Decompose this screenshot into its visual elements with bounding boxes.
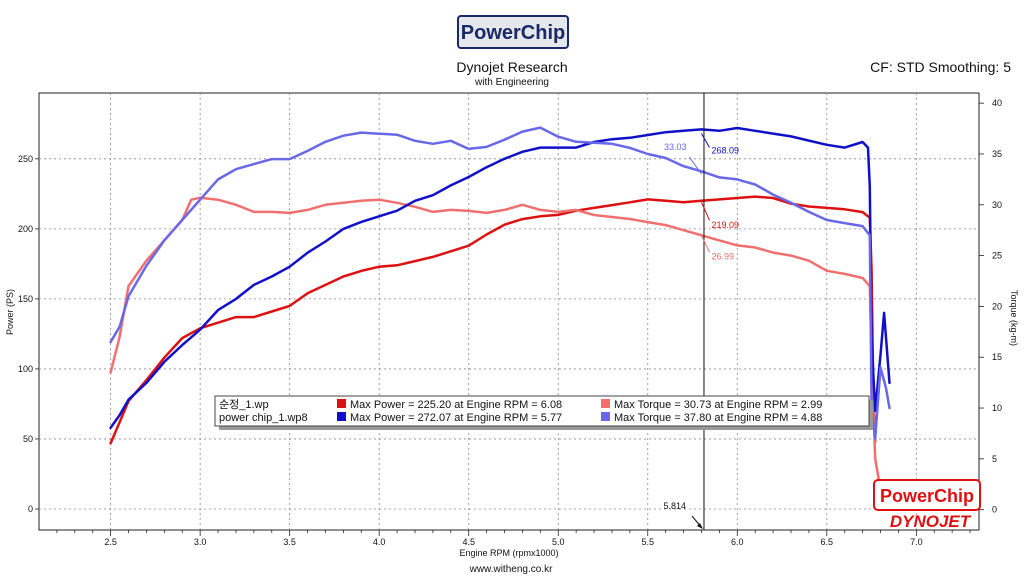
website-footer: www.witheng.co.kr <box>469 564 553 575</box>
x-tick-label: 2.5 <box>104 537 117 547</box>
series-layer <box>109 126 891 491</box>
legend-power-text: Max Power = 272.07 at Engine RPM = 5.77 <box>350 412 562 424</box>
legend-torque-swatch <box>601 399 610 408</box>
y-left-tick-label: 0 <box>28 504 33 514</box>
x-tick-label: 6.5 <box>821 537 834 547</box>
series-line-powerchip-power <box>109 126 891 430</box>
powerchip-stamp: PowerChip <box>873 479 981 511</box>
axis-layer: 2.5 3.0 3.5 4.0 4.5 5.0 5.5 6.0 6.5 7.00501001502… <box>18 98 1002 547</box>
x-tick-label: 3.0 <box>194 537 207 547</box>
legend-torque-swatch <box>601 412 610 421</box>
legend-file-name: power chip_1.wp8 <box>219 412 308 424</box>
annotation-leader <box>701 201 710 221</box>
chart-title: Dynojet Research <box>456 59 567 75</box>
cursor-value-label: 5.814 <box>663 501 686 511</box>
annotation-label: 268.09 <box>711 145 739 155</box>
powerchip-stamp-text: PowerChip <box>880 486 974 506</box>
annotation-leader <box>689 156 702 175</box>
annotation-label: 219.09 <box>711 220 739 230</box>
annotation-leader <box>701 133 710 148</box>
series-line-powerchip-torque <box>109 126 891 440</box>
legend-power-text: Max Power = 225.20 at Engine RPM = 6.08 <box>350 399 562 411</box>
y-axis-left-title: Power (PS) <box>5 289 15 335</box>
annotation-label: 26.99 <box>711 251 734 261</box>
y-right-tick-label: 20 <box>992 301 1002 311</box>
legend-torque-text: Max Torque = 37.80 at Engine RPM = 4.88 <box>614 412 822 424</box>
y-right-tick-label: 15 <box>992 352 1002 362</box>
x-tick-label: 6.0 <box>731 537 744 547</box>
x-tick-label: 5.5 <box>642 537 655 547</box>
x-tick-label: 4.0 <box>373 537 386 547</box>
dynojet-logo: DYNOJET <box>890 512 972 531</box>
chart-subtitle: with Engineering <box>474 77 549 88</box>
plot-area <box>38 92 980 531</box>
legend: 순정_1.wp Max Power = 225.20 at Engine RPM … <box>214 395 873 430</box>
x-tick-label: 3.5 <box>283 537 296 547</box>
y-right-tick-label: 30 <box>992 200 1002 210</box>
settings-label: CF: STD Smoothing: 5 <box>870 59 1011 75</box>
legend-box <box>214 395 870 427</box>
y-axis-right-title: Torque (kg-m) <box>1009 290 1019 346</box>
x-axis-title: Engine RPM (rpmx1000) <box>459 548 558 558</box>
x-tick-label: 4.5 <box>462 537 475 547</box>
x-tick-label: 7.0 <box>910 537 923 547</box>
y-right-tick-label: 25 <box>992 251 1002 261</box>
legend-rows: 순정_1.wp Max Power = 225.20 at Engine RPM … <box>219 398 822 424</box>
y-right-tick-label: 10 <box>992 403 1002 413</box>
legend-power-swatch <box>337 412 346 421</box>
x-tick-label: 5.0 <box>552 537 565 547</box>
y-left-tick-label: 100 <box>18 364 33 374</box>
y-right-tick-label: 0 <box>992 505 997 515</box>
legend-power-swatch <box>337 399 346 408</box>
series-line-stock-torque <box>109 196 882 491</box>
legend-file-name: 순정_1.wp <box>219 398 269 411</box>
y-left-tick-label: 200 <box>18 224 33 234</box>
cursor-arrow-head <box>696 523 703 529</box>
y-right-tick-label: 5 <box>992 454 997 464</box>
y-right-tick-label: 40 <box>992 98 1002 108</box>
powerchip-logo: PowerChip <box>457 15 569 49</box>
y-left-tick-label: 150 <box>18 294 33 304</box>
annotation-label: 33.03 <box>664 142 687 152</box>
annotation-layer: 268.09 33.03 219.09 26.99 <box>664 133 739 261</box>
annotation-leader <box>701 235 710 253</box>
powerchip-logo-text: PowerChip <box>461 22 565 44</box>
legend-torque-text: Max Torque = 30.73 at Engine RPM = 2.99 <box>614 399 822 411</box>
y-left-tick-label: 50 <box>23 434 33 444</box>
grid-layer <box>39 93 979 530</box>
cursor-layer: 5.814 <box>663 93 705 530</box>
y-left-tick-label: 250 <box>18 154 33 164</box>
y-right-tick-label: 35 <box>992 149 1002 159</box>
